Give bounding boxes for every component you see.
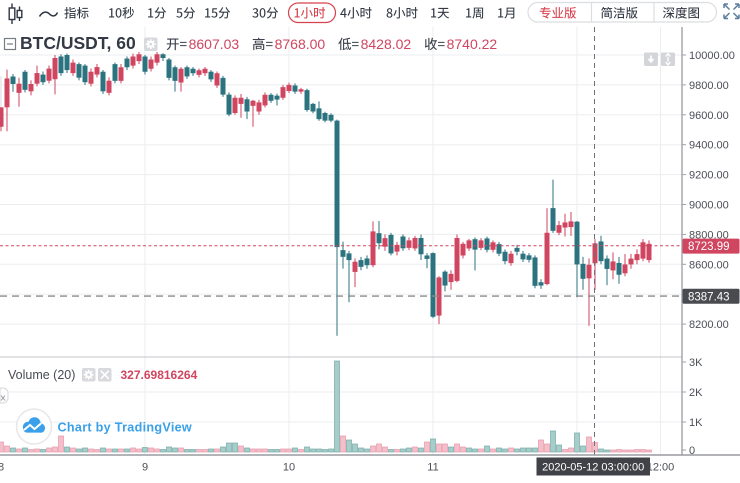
svg-text:12:00: 12:00 (647, 462, 675, 474)
svg-text:8800.00: 8800.00 (689, 229, 729, 241)
svg-text:8723.99: 8723.99 (688, 241, 730, 253)
svg-text:8600.00: 8600.00 (689, 259, 729, 271)
svg-text:Volume (20): Volume (20) (8, 368, 75, 382)
svg-text:9800.00: 9800.00 (689, 80, 729, 92)
svg-text:3K: 3K (689, 357, 703, 369)
svg-text:8428.02: 8428.02 (361, 36, 412, 52)
svg-text:2K: 2K (689, 387, 703, 399)
svg-text:9600.00: 9600.00 (689, 110, 729, 122)
svg-text:11: 11 (427, 462, 438, 474)
svg-text:8387.43: 8387.43 (688, 291, 730, 303)
svg-text:10000.00: 10000.00 (689, 50, 735, 62)
svg-text:8740.22: 8740.22 (447, 36, 498, 52)
svg-text:327.69816264: 327.69816264 (121, 368, 198, 382)
svg-text:2020-05-12 03:00:00: 2020-05-12 03:00:00 (542, 462, 644, 474)
svg-text:8768.00: 8768.00 (275, 36, 326, 52)
svg-text:8200.00: 8200.00 (689, 319, 729, 331)
svg-text:9: 9 (142, 462, 148, 474)
svg-text:8607.03: 8607.03 (189, 36, 240, 52)
svg-text:8: 8 (0, 462, 4, 474)
svg-text:1K: 1K (689, 417, 703, 429)
svg-text:0: 0 (689, 445, 695, 457)
svg-text:BTC/USDT, 60: BTC/USDT, 60 (20, 33, 136, 53)
svg-text:9200.00: 9200.00 (689, 170, 729, 182)
svg-text:10: 10 (283, 462, 295, 474)
svg-text:Chart by TradingView: Chart by TradingView (58, 421, 193, 435)
svg-text:9000.00: 9000.00 (689, 200, 729, 212)
svg-text:9400.00: 9400.00 (689, 140, 729, 152)
